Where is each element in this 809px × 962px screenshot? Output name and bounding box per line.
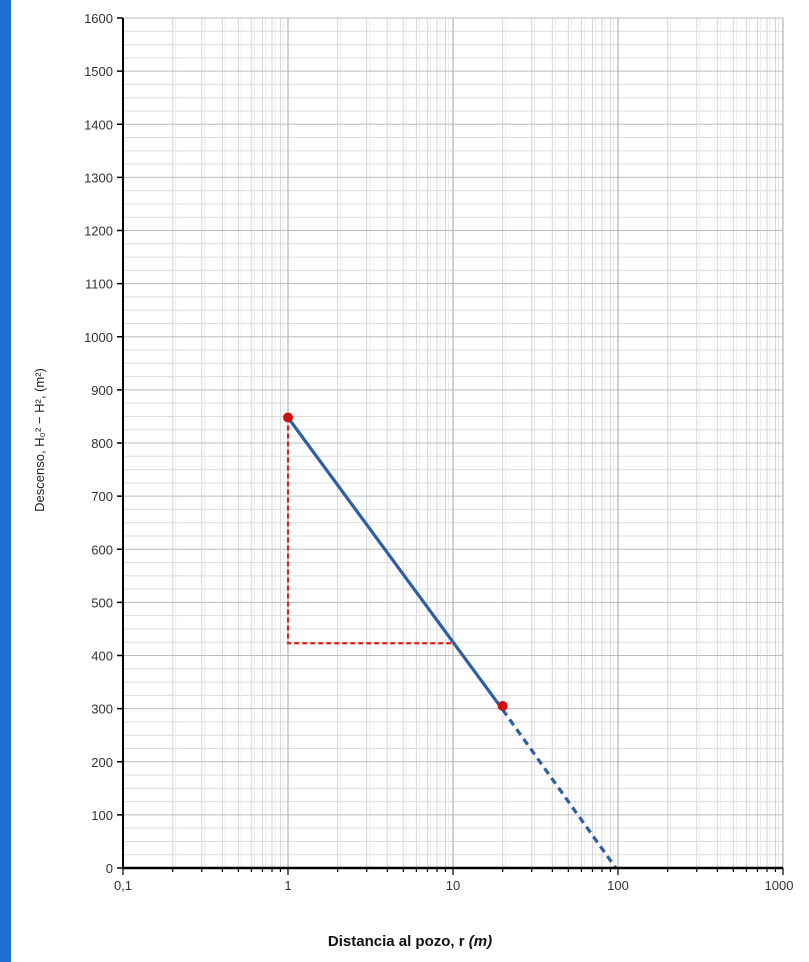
series-lines xyxy=(286,416,618,869)
data-points xyxy=(283,412,508,711)
y-tick-label: 700 xyxy=(91,489,113,504)
x-tick-label: 0,1 xyxy=(114,878,132,893)
x-tick-label: 1 xyxy=(284,878,291,893)
y-tick-label: 600 xyxy=(91,542,113,557)
y-tick-label: 300 xyxy=(91,702,113,717)
data-point xyxy=(497,700,508,711)
y-tick-label: 900 xyxy=(91,383,113,398)
guide-lines xyxy=(286,417,453,645)
x-tick-label: 100 xyxy=(607,878,629,893)
slope-guide-line xyxy=(286,417,453,645)
y-tick-label: 100 xyxy=(91,808,113,823)
y-tick-label: 1500 xyxy=(84,64,113,79)
axes xyxy=(117,17,784,875)
y-tick-labels: 0 100 200 300 400 500 600 700 800 900 1000 1100 1200… xyxy=(84,11,113,876)
y-tick-label: 200 xyxy=(91,755,113,770)
trend-line xyxy=(286,416,504,711)
y-tick-label: 500 xyxy=(91,595,113,610)
y-tick-label: 1000 xyxy=(84,330,113,345)
grid-major xyxy=(122,17,784,869)
x-axis-title-main: Distancia al pozo, r xyxy=(328,933,469,950)
y-tick-label: 800 xyxy=(91,436,113,451)
y-tick-label: 1100 xyxy=(85,277,113,292)
x-tick-labels: 0,1 1 10 100 1000 xyxy=(114,878,794,893)
data-point xyxy=(283,412,293,423)
frame-accent-bar xyxy=(0,0,11,962)
y-tick-label: 1400 xyxy=(84,117,113,132)
y-tick-label: 0 xyxy=(106,861,113,876)
y-tick-label: 1600 xyxy=(84,11,113,26)
trend-line-extrapolated xyxy=(501,708,618,869)
y-axis-title: Descenso, H₀² − H², (m²) xyxy=(32,368,47,512)
x-tick-label: 10 xyxy=(446,878,460,893)
y-tick-label: 400 xyxy=(91,649,113,664)
x-tick-label: 1000 xyxy=(765,878,794,893)
x-axis-title: Distancia al pozo, r (m) xyxy=(328,933,492,950)
y-tick-label: 1200 xyxy=(84,224,113,239)
x-axis-title-unit: (m) xyxy=(469,933,492,950)
y-tick-label: 1300 xyxy=(84,170,113,185)
